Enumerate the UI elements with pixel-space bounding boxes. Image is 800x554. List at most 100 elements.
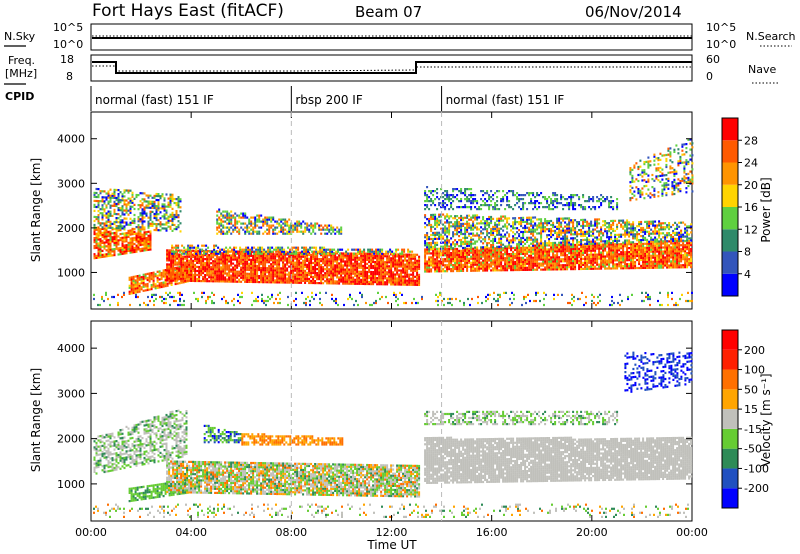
echo-cell <box>280 271 283 274</box>
echo-cell <box>321 246 324 249</box>
echo-cell <box>168 251 171 254</box>
echo-cell <box>157 195 160 198</box>
echo-cell <box>254 222 257 225</box>
echo-cell <box>99 212 102 215</box>
echo-cell <box>462 265 465 268</box>
echo-cell <box>200 253 203 257</box>
echo-cell <box>452 264 455 267</box>
echo-cell <box>488 251 491 254</box>
echo-cell <box>680 244 683 247</box>
echo-cell <box>113 237 116 241</box>
echo-cell <box>107 224 110 227</box>
echo-cell <box>324 254 327 257</box>
echo-cell <box>177 196 180 199</box>
echo-cell <box>582 245 585 248</box>
echo-cell <box>280 273 283 276</box>
echo-cell <box>280 269 283 272</box>
echo-cell <box>506 267 509 270</box>
echo-cell <box>103 190 106 193</box>
echo-cell <box>135 236 138 239</box>
echo-cell <box>244 222 247 225</box>
echo-cell <box>275 246 278 249</box>
echo-cell <box>500 267 503 270</box>
echo-cell <box>594 249 597 252</box>
echo-cell <box>504 257 507 260</box>
echo-cell <box>582 251 585 254</box>
echo-cell <box>296 275 299 278</box>
echo-cell <box>300 281 303 284</box>
echo-cell <box>327 248 330 251</box>
echo-cell <box>240 254 243 257</box>
echo-cell <box>288 232 291 235</box>
echo-cell <box>626 249 629 252</box>
echo-cell <box>213 244 216 247</box>
echo-cell <box>312 279 315 283</box>
echo-cell <box>288 228 291 231</box>
echo-cell <box>502 249 505 252</box>
echo-cell <box>392 283 395 286</box>
echo-cell <box>178 269 181 272</box>
echo-cell <box>395 250 398 253</box>
echo-cell <box>666 258 669 261</box>
echo-cell <box>238 258 241 261</box>
echo-cell <box>160 283 163 287</box>
echo-cell <box>163 205 166 208</box>
echo-cell <box>564 256 567 259</box>
echo-cell <box>132 281 135 284</box>
echo-cell <box>416 267 419 270</box>
echo-cell <box>127 223 130 226</box>
echo-cell <box>472 249 475 252</box>
echo-cell <box>111 254 114 257</box>
echo-cell <box>144 283 147 286</box>
echo-cell <box>522 258 525 261</box>
echo-cell <box>125 221 128 224</box>
echo-cell <box>348 260 351 263</box>
echo-cell <box>107 238 110 242</box>
echo-cell <box>260 259 263 262</box>
echo-cell <box>542 250 545 253</box>
echo-cell <box>298 263 301 266</box>
echo-cell <box>254 272 257 276</box>
echo-cell <box>512 265 515 268</box>
echo-cell <box>177 224 180 227</box>
echo-cell <box>354 260 357 263</box>
echo-cell <box>230 220 233 223</box>
echo-cell <box>242 214 245 217</box>
echo-cell <box>384 273 387 276</box>
echo-cell <box>234 220 237 223</box>
echo-cell <box>115 198 118 202</box>
echo-cell <box>138 284 141 287</box>
echo-cell <box>117 195 120 198</box>
echo-cell <box>125 199 128 202</box>
echo-cell <box>452 253 455 257</box>
echo-cell <box>260 214 263 217</box>
echo-cell <box>222 252 225 255</box>
echo-cell <box>138 274 141 277</box>
echo-cell <box>584 249 587 252</box>
echo-cell <box>430 264 433 267</box>
echo-cell <box>660 254 663 257</box>
echo-cell <box>636 244 639 248</box>
echo-cell <box>660 264 663 267</box>
echo-cell <box>396 269 399 272</box>
echo-cell <box>482 265 485 268</box>
echo-cell <box>438 260 441 263</box>
echo-cell <box>642 246 645 249</box>
echo-cell <box>248 264 251 267</box>
echo-cell <box>152 283 155 286</box>
echo-cell <box>142 283 145 286</box>
echo-cell <box>274 271 277 274</box>
echo-cell <box>150 272 153 275</box>
echo-cell <box>624 251 627 254</box>
echo-cell <box>279 250 282 253</box>
echo-cell <box>576 249 579 253</box>
nsearch-tick-top: 10^5 <box>706 21 736 34</box>
echo-cell <box>101 222 104 225</box>
echo-cell <box>638 260 641 264</box>
echo-cell <box>662 264 665 267</box>
echo-cell <box>266 261 269 264</box>
echo-cell <box>130 286 133 289</box>
echo-cell <box>328 228 331 231</box>
echo-cell <box>147 240 150 243</box>
echo-cell <box>170 275 173 278</box>
